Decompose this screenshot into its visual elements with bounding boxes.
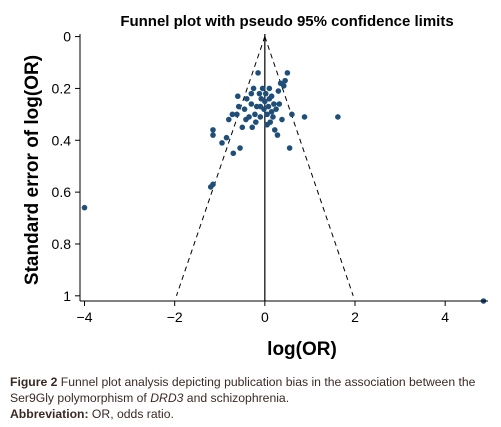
- axes: [79, 34, 488, 302]
- x-tick-label: 2: [351, 309, 359, 325]
- data-point: [252, 111, 258, 118]
- data-point: [270, 114, 276, 120]
- gene-name: DRD3: [150, 391, 184, 405]
- data-point: [210, 132, 216, 138]
- abbreviation-label: Abbreviation:: [10, 407, 89, 421]
- data-point: [248, 101, 255, 107]
- data-point: [234, 93, 241, 100]
- data-point: [248, 90, 255, 97]
- data-point: [268, 93, 275, 100]
- y-tick-label: 0.8: [52, 236, 72, 252]
- data-point: [268, 108, 275, 115]
- y-tick-label: 0.6: [52, 184, 72, 200]
- data-point: [280, 83, 287, 89]
- data-point: [259, 85, 266, 92]
- data-point: [81, 204, 88, 211]
- data-point: [255, 70, 261, 76]
- data-point: [210, 127, 216, 133]
- data-point: [223, 134, 230, 141]
- data-point: [257, 114, 264, 120]
- figure-label: Figure 2: [10, 375, 58, 389]
- data-point: [282, 77, 288, 84]
- data-point: [262, 90, 269, 97]
- y-tick-label: 1: [63, 288, 71, 304]
- x-tick-label: 4: [441, 309, 449, 325]
- data-point: [271, 101, 277, 107]
- y-tick-label: 0.2: [52, 80, 72, 96]
- data-point: [265, 103, 272, 110]
- data-point: [261, 106, 267, 112]
- figure-caption: Figure 2 Funnel plot analysis depicting …: [10, 374, 498, 422]
- data-point: [271, 127, 278, 133]
- y-tick-label: 0: [63, 29, 71, 45]
- data-point: [244, 96, 250, 102]
- data-point: [253, 119, 259, 125]
- data-point: [253, 103, 260, 110]
- data-point: [264, 111, 270, 118]
- data-point: [250, 85, 257, 92]
- data-point: [239, 124, 246, 131]
- data-point: [243, 116, 249, 123]
- data-point: [229, 111, 236, 118]
- data-point: [284, 70, 291, 76]
- data-point: [264, 121, 270, 128]
- lower-confidence-limit: [176, 36, 266, 296]
- y-axis-label: Standard error of log(OR): [22, 55, 43, 285]
- data-point: [256, 90, 263, 97]
- data-point: [266, 85, 273, 92]
- data-point: [249, 124, 256, 131]
- data-point: [262, 98, 268, 105]
- data-point: [219, 140, 225, 146]
- data-point: [289, 111, 295, 118]
- y-tick-label: 0.4: [52, 132, 72, 148]
- caption-text: Funnel plot analysis depicting publicati…: [10, 375, 476, 405]
- data-point: [237, 145, 243, 151]
- tick-marks: −4 −2 0 2 4 0 0.2 0.4 0.6 0.8 1: [52, 29, 450, 325]
- caption-text-end: and schizophrenia.: [183, 391, 290, 405]
- data-point: [235, 103, 242, 110]
- caption-main: Figure 2 Funnel plot analysis depicting …: [10, 374, 498, 406]
- data-point: [286, 145, 293, 151]
- data-points: [81, 70, 487, 304]
- data-point: [207, 184, 214, 190]
- data-point: [275, 88, 282, 94]
- data-point: [234, 111, 240, 118]
- data-point: [273, 106, 279, 112]
- funnel-limits: [176, 36, 354, 296]
- upper-confidence-limit: [264, 36, 354, 296]
- abbreviation-text: OR, odds ratio.: [88, 407, 174, 421]
- x-axis-label: log(OR): [267, 339, 337, 360]
- x-tick-label: 0: [261, 309, 269, 325]
- chart-title: Funnel plot with pseudo 95% confidence l…: [120, 13, 453, 30]
- data-point: [241, 106, 248, 112]
- data-point: [274, 132, 281, 138]
- data-point: [335, 114, 341, 120]
- data-point: [225, 116, 232, 123]
- data-point: [276, 101, 283, 107]
- x-tick-label: −2: [167, 309, 183, 325]
- funnel-plot: Funnel plot with pseudo 95% confidence l…: [22, 13, 488, 360]
- data-point: [301, 114, 308, 120]
- caption-abbreviation: Abbreviation: OR, odds ratio.: [10, 406, 498, 422]
- data-point: [279, 116, 285, 123]
- data-point: [230, 150, 237, 157]
- x-tick-label: −4: [77, 309, 93, 325]
